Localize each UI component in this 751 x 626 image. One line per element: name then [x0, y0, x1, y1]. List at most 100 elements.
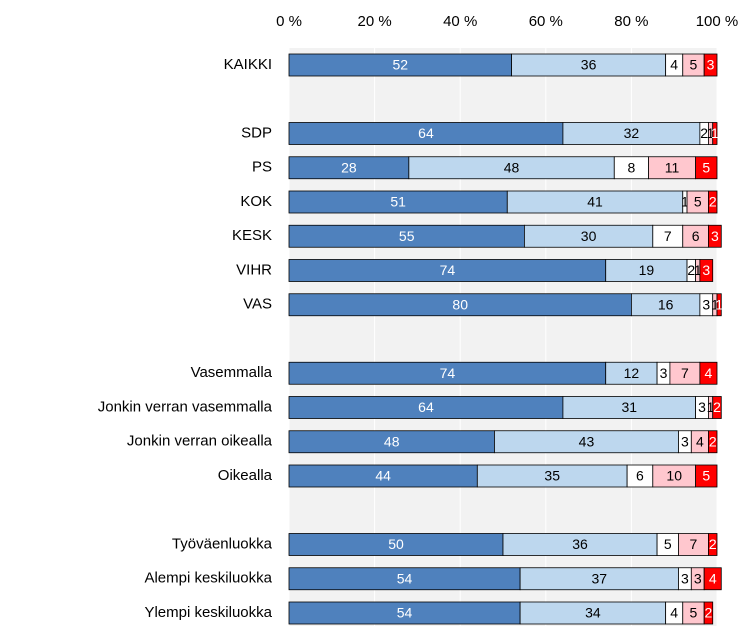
value-label: 35 — [544, 468, 560, 484]
value-label: 3 — [698, 399, 706, 415]
value-label: 2 — [709, 536, 717, 552]
value-label: 55 — [399, 228, 415, 244]
value-label: 4 — [696, 433, 704, 449]
bar-segment — [703, 601, 714, 625]
bar-segment — [708, 190, 718, 214]
bar-segment — [712, 122, 718, 145]
value-label: 31 — [621, 399, 637, 415]
y-tick-label: Vasemmalla — [191, 364, 273, 381]
value-label: 3 — [681, 433, 689, 449]
bar-segment — [712, 396, 722, 419]
value-label: 80 — [452, 296, 468, 312]
value-label: 3 — [694, 570, 702, 586]
value-label: 6 — [692, 228, 700, 244]
value-label: 2 — [709, 433, 717, 449]
y-tick-label: VAS — [243, 296, 272, 313]
value-label: 2 — [713, 399, 721, 415]
value-label: 6 — [636, 468, 644, 484]
y-tick-label: PS — [252, 159, 272, 176]
value-label: 1 — [707, 125, 715, 141]
bar-segment — [699, 259, 714, 282]
value-label: 4 — [705, 365, 713, 381]
y-tick-label: Jonkin verran oikealla — [127, 433, 273, 450]
y-tick-label: KAIKKI — [224, 56, 272, 73]
value-label: 48 — [384, 433, 400, 449]
x-tick-label: 40 % — [443, 13, 477, 30]
value-label: 16 — [658, 296, 674, 312]
x-tick-label: 80 % — [614, 13, 648, 30]
value-label: 2 — [709, 194, 717, 210]
bar-segment — [708, 224, 722, 248]
bar-segment — [695, 464, 718, 488]
value-label: 7 — [664, 228, 672, 244]
value-label: 3 — [707, 57, 715, 73]
value-label: 54 — [397, 605, 413, 621]
value-label: 5 — [702, 159, 710, 175]
y-tick-label: Ylempi keskiluokka — [144, 604, 272, 621]
value-label: 19 — [639, 262, 655, 278]
value-label: 4 — [709, 570, 717, 586]
value-label: 3 — [660, 365, 668, 381]
value-label: 2 — [705, 605, 713, 621]
value-label: 28 — [341, 159, 357, 175]
value-label: 4 — [670, 605, 678, 621]
y-tick-label: KOK — [240, 193, 272, 210]
value-label: 44 — [375, 468, 391, 484]
bar-segment — [708, 430, 718, 454]
value-label: 5 — [702, 468, 710, 484]
x-tick-label: 0 % — [276, 13, 302, 30]
value-label: 74 — [440, 365, 456, 381]
value-label: 5 — [694, 194, 702, 210]
y-tick-label: SDP — [241, 124, 272, 141]
bar-segment — [695, 156, 718, 180]
value-label: 1 — [715, 296, 723, 312]
value-label: 7 — [681, 365, 689, 381]
value-label: 30 — [581, 228, 597, 244]
value-label: 36 — [572, 536, 588, 552]
x-tick-label: 60 % — [529, 13, 563, 30]
value-label: 3 — [711, 228, 719, 244]
value-label: 5 — [690, 605, 698, 621]
bar-segment — [716, 293, 722, 317]
value-label: 50 — [388, 536, 404, 552]
y-tick-label: VIHR — [236, 261, 272, 278]
value-label: 74 — [440, 262, 456, 278]
value-label: 51 — [390, 194, 406, 210]
value-label: 43 — [579, 433, 595, 449]
x-tick-label: 100 % — [696, 13, 739, 30]
value-label: 52 — [392, 57, 408, 73]
x-tick-label: 20 % — [357, 13, 391, 30]
value-label: 34 — [585, 605, 601, 621]
value-label: 5 — [690, 57, 698, 73]
value-label: 8 — [628, 159, 636, 175]
value-label: 1 — [711, 125, 719, 141]
bar-segment — [708, 533, 718, 556]
value-label: 54 — [397, 570, 413, 586]
y-tick-label: Alempi keskiluokka — [144, 570, 272, 587]
value-label: 5 — [664, 536, 672, 552]
value-label: 12 — [624, 365, 640, 381]
value-label: 3 — [681, 570, 689, 586]
value-label: 11 — [665, 159, 680, 175]
bar-segment — [703, 567, 722, 591]
value-label: 48 — [504, 159, 520, 175]
value-label: 64 — [418, 125, 434, 141]
value-label: 36 — [581, 57, 597, 73]
value-label: 4 — [670, 57, 678, 73]
y-tick-label: Työväenluokka — [172, 535, 273, 552]
value-label: 1 — [711, 296, 719, 312]
value-label: 41 — [587, 194, 603, 210]
value-label: 3 — [702, 296, 710, 312]
value-label: 37 — [592, 570, 608, 586]
value-label: 32 — [624, 125, 640, 141]
y-tick-label: Jonkin verran vasemmalla — [98, 398, 273, 415]
value-label: 64 — [418, 399, 434, 415]
value-label: 1 — [694, 262, 702, 278]
value-label: 3 — [702, 262, 710, 278]
value-label: 1 — [681, 194, 689, 210]
y-tick-label: Oikealla — [218, 467, 273, 484]
value-label: 7 — [690, 536, 698, 552]
value-label: 10 — [666, 468, 682, 484]
bar-segment — [699, 361, 718, 385]
